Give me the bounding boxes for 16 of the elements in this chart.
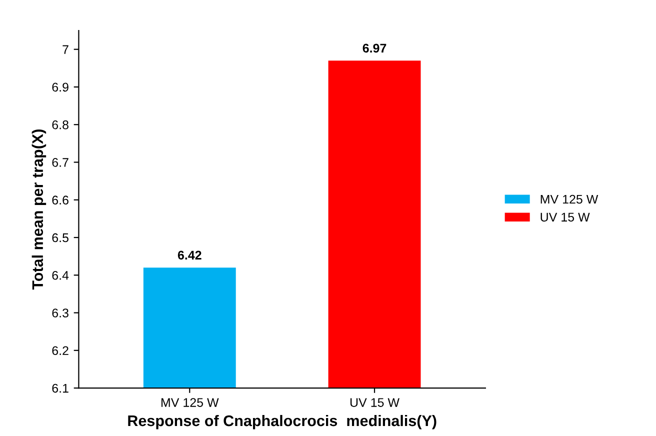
legend-label: MV 125 W [540,194,598,204]
y-tick-label: 6.1 [52,384,68,393]
legend-label: UV 15 W [540,212,590,222]
y-tick-label: 6.2 [52,346,68,356]
y-tick-label: 6.5 [52,233,68,242]
y-tick-label: 6.4 [52,270,69,280]
x-axis-title: Response of Cnaphalocrocis medinalis(Y) [128,414,436,430]
y-tick-label: 6.6 [52,196,68,205]
y-tick-label: 6.9 [52,82,68,92]
y-tick-label: 6.3 [52,308,68,318]
y-tick-label: 7 [62,45,68,54]
y-axis-title: Total mean per trap(X) [32,130,46,290]
data-label: 6.97 [362,44,386,53]
data-label: 6.42 [178,250,202,260]
y-tick-label: 6.7 [52,158,68,167]
y-tick-label: 6.8 [52,120,68,130]
